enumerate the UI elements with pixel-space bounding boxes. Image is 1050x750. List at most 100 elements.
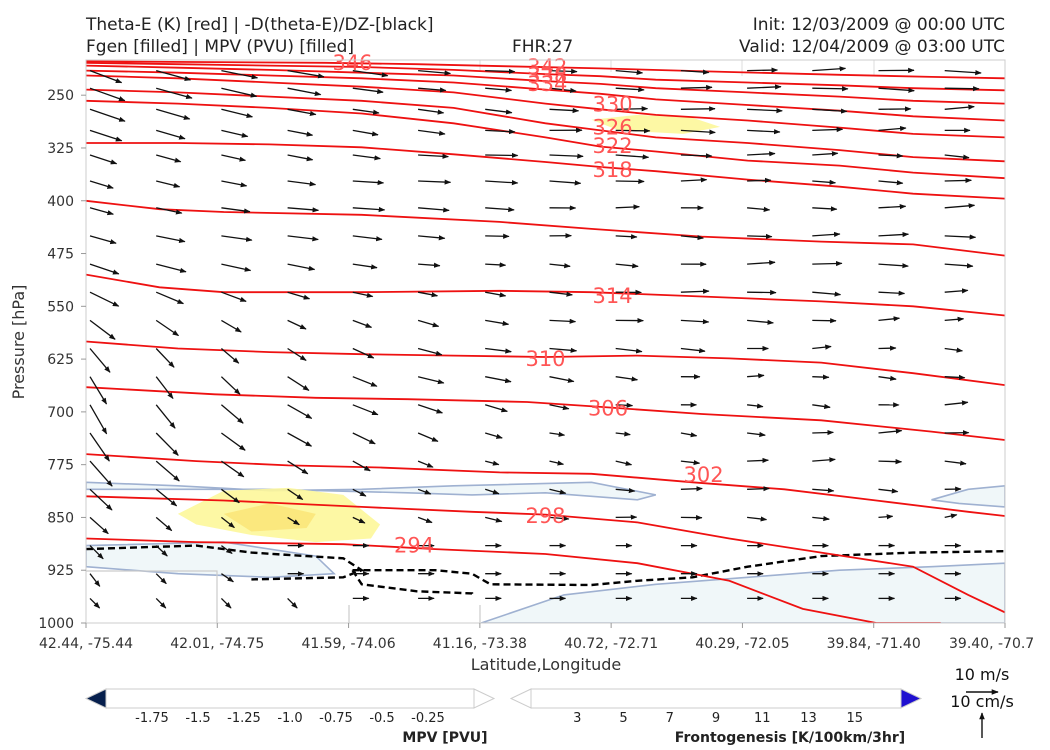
wind-vector — [812, 260, 843, 267]
wind-vector — [878, 180, 904, 186]
wind-vector — [418, 153, 449, 159]
frontogenesis-colorbar: 3 5 7 9 11 13 15 — [509, 688, 923, 726]
wind-vector — [747, 486, 770, 492]
colorbar-right-arrow — [900, 688, 923, 709]
wind-vector — [615, 86, 645, 93]
wind-vector — [221, 69, 259, 80]
wind-vector — [221, 129, 249, 138]
wind-vector — [89, 263, 120, 275]
wind-vector — [615, 487, 636, 494]
wind-vector — [747, 260, 776, 266]
wind-vector — [747, 129, 781, 135]
wind-vector — [615, 263, 639, 269]
wind-vector — [680, 347, 706, 354]
wind-vector — [417, 404, 444, 414]
wind-vector — [352, 69, 389, 78]
wind-vector — [89, 319, 116, 340]
wind-vector — [485, 516, 503, 523]
wind-vector — [156, 263, 187, 273]
wind-vector — [812, 487, 835, 494]
wind-vector — [812, 457, 836, 463]
wind-vector — [878, 87, 915, 93]
wind-vector — [812, 66, 847, 72]
fhr-label: FHR:27 — [512, 37, 574, 57]
ref-horizontal-label: 10 m/s — [955, 665, 1010, 684]
wind-vector — [944, 263, 974, 269]
x-tick-label: 40.29, -72.05 — [695, 636, 789, 652]
wind-vector — [549, 376, 575, 383]
wind-vector — [615, 204, 640, 210]
theta-e-label-298: 298 — [525, 504, 565, 528]
wind-vector — [615, 460, 633, 466]
wind-vector — [812, 86, 849, 92]
wind-vector — [89, 69, 123, 84]
wind-vector — [89, 87, 126, 102]
y-tick-label: 925 — [47, 563, 74, 579]
wind-vector — [944, 460, 967, 466]
mpv-colorbar: -1.75 -1.5 -1.25 -1.0 -0.75 -0.5 -0.25 — [84, 688, 496, 726]
wind-vector — [485, 376, 512, 384]
wind-vector — [352, 432, 376, 445]
wind-vector — [680, 106, 716, 112]
wind-vector — [352, 154, 381, 161]
fgen-region-2 — [591, 114, 721, 134]
wind-vector — [417, 516, 433, 524]
theta-e-contour-302 — [86, 453, 1005, 517]
wind-vector — [352, 108, 380, 115]
mpv-colorbar-title: MPV [PVU] — [402, 730, 487, 746]
mpv-fill-layer — [86, 481, 1005, 623]
wind-vector — [747, 151, 776, 157]
wind-vector — [155, 404, 176, 429]
wind-vector — [352, 376, 378, 387]
theta-e-label-322: 322 — [593, 134, 633, 158]
wind-vector — [221, 432, 246, 451]
wind-vector — [549, 488, 567, 495]
wind-vector — [418, 87, 447, 93]
wind-vector — [747, 233, 773, 240]
wind-vector — [287, 404, 313, 419]
wind-vector — [549, 87, 577, 94]
colorbar-tick-label: -0.75 — [319, 711, 353, 726]
wind-vector — [221, 263, 252, 272]
wind-vector — [156, 87, 193, 100]
wind-vector — [220, 376, 241, 395]
wind-vector — [615, 69, 644, 75]
y-tick-label: 400 — [47, 194, 74, 210]
wind-vector — [878, 345, 897, 351]
wind-vector — [485, 262, 507, 268]
wind-vector — [485, 291, 507, 298]
wind-vector — [680, 129, 716, 135]
wind-vector — [944, 288, 969, 294]
mpv-region-0 — [86, 481, 657, 501]
wind-vector — [417, 432, 439, 442]
init-time: Init: 12/03/2009 @ 00:00 UTC — [752, 15, 1005, 35]
wind-vector — [156, 207, 183, 215]
wind-vector — [878, 153, 904, 159]
wind-vector — [944, 203, 976, 209]
wind-vector — [878, 428, 903, 434]
wind-vector — [485, 488, 500, 495]
theta-e-label-310: 310 — [525, 347, 565, 371]
wind-vector — [485, 404, 508, 413]
wind-vector — [549, 180, 582, 186]
wind-vector — [418, 69, 452, 76]
theta-e-contour-330 — [86, 74, 1005, 139]
wind-vector — [287, 129, 314, 137]
wind-vector — [287, 597, 298, 609]
wind-vector — [747, 319, 774, 325]
wind-vector — [485, 347, 512, 354]
wind-vector — [485, 319, 510, 326]
y-tick-label: 475 — [47, 247, 74, 263]
wind-vector — [549, 68, 578, 74]
theta-e-label-314: 314 — [593, 284, 633, 308]
title-left-1: Theta-E (K) [red] | -D(theta-E)/DZ-[blac… — [86, 15, 434, 35]
wind-vector — [549, 318, 577, 324]
wind-vector — [615, 178, 645, 184]
wind-vector — [615, 402, 634, 408]
wind-vector — [352, 460, 371, 472]
theta-e-label-294: 294 — [394, 534, 434, 558]
wind-vector — [89, 129, 123, 142]
wind-vector — [352, 347, 375, 359]
wind-vector — [155, 319, 180, 337]
mpv-region-3 — [931, 484, 1005, 508]
